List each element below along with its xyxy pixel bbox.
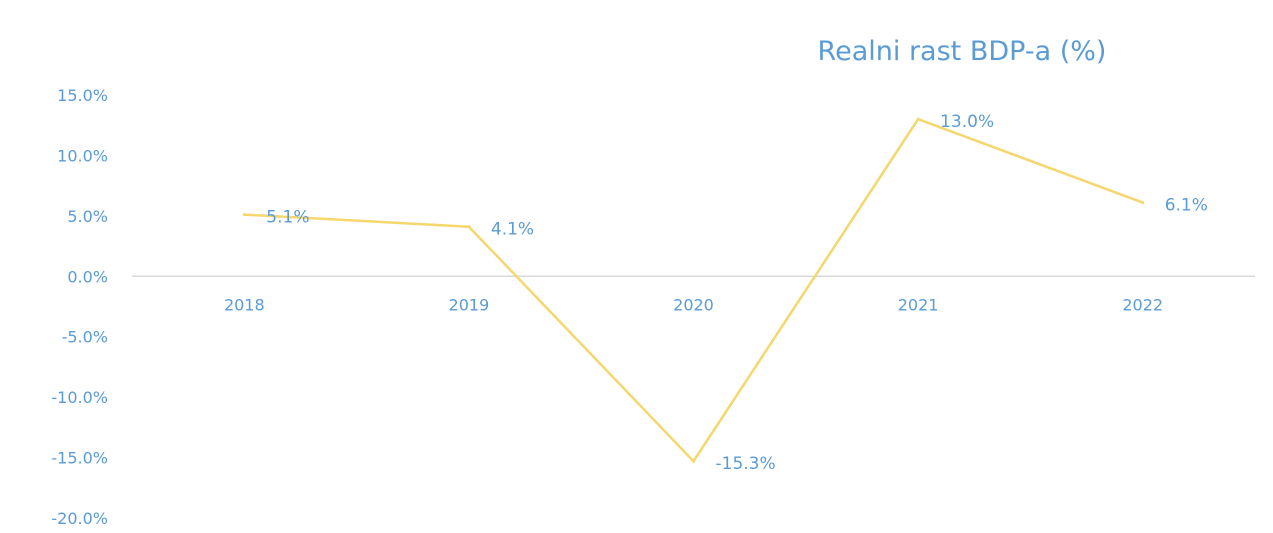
y-tick-label: 15.0% [57,86,108,105]
x-tick-label: 2021 [898,295,939,314]
y-axis-ticks: 15.0% 10.0% 5.0% 0.0% -5.0% -10.0% -15.0% -20.0… [51,86,108,528]
data-point [692,459,695,463]
data-label: -15.3% [716,454,776,474]
data-point [467,225,471,229]
data-label: 13.0% [940,112,994,132]
data-point [242,213,246,217]
data-point [1141,201,1145,205]
y-tick-label: -10.0% [51,388,108,407]
data-point [916,117,920,121]
data-label: 6.1% [1165,196,1208,216]
series-layer [242,117,1145,464]
chart-title: Realni rast BDP-a (%) [818,36,1107,67]
y-tick-label: -5.0% [62,328,108,347]
y-tick-label: 5.0% [67,207,108,226]
x-tick-label: 2018 [224,295,265,314]
x-axis: 2018 2019 2020 2021 2022 [132,275,1255,314]
y-tick-label: 0.0% [67,267,108,286]
x-tick-label: 2019 [449,295,490,314]
data-label: 5.1% [266,208,309,228]
y-tick-label: -15.0% [51,449,108,468]
data-label: 4.1% [491,220,534,240]
data-labels: 5.1% 4.1% -15.3% 13.0% 6.1% [266,112,1208,474]
series-line [244,117,1144,464]
x-tick-label: 2020 [673,295,714,314]
x-tick-label: 2022 [1122,295,1163,314]
y-tick-label: 10.0% [57,146,108,165]
y-tick-label: -20.0% [51,509,108,528]
